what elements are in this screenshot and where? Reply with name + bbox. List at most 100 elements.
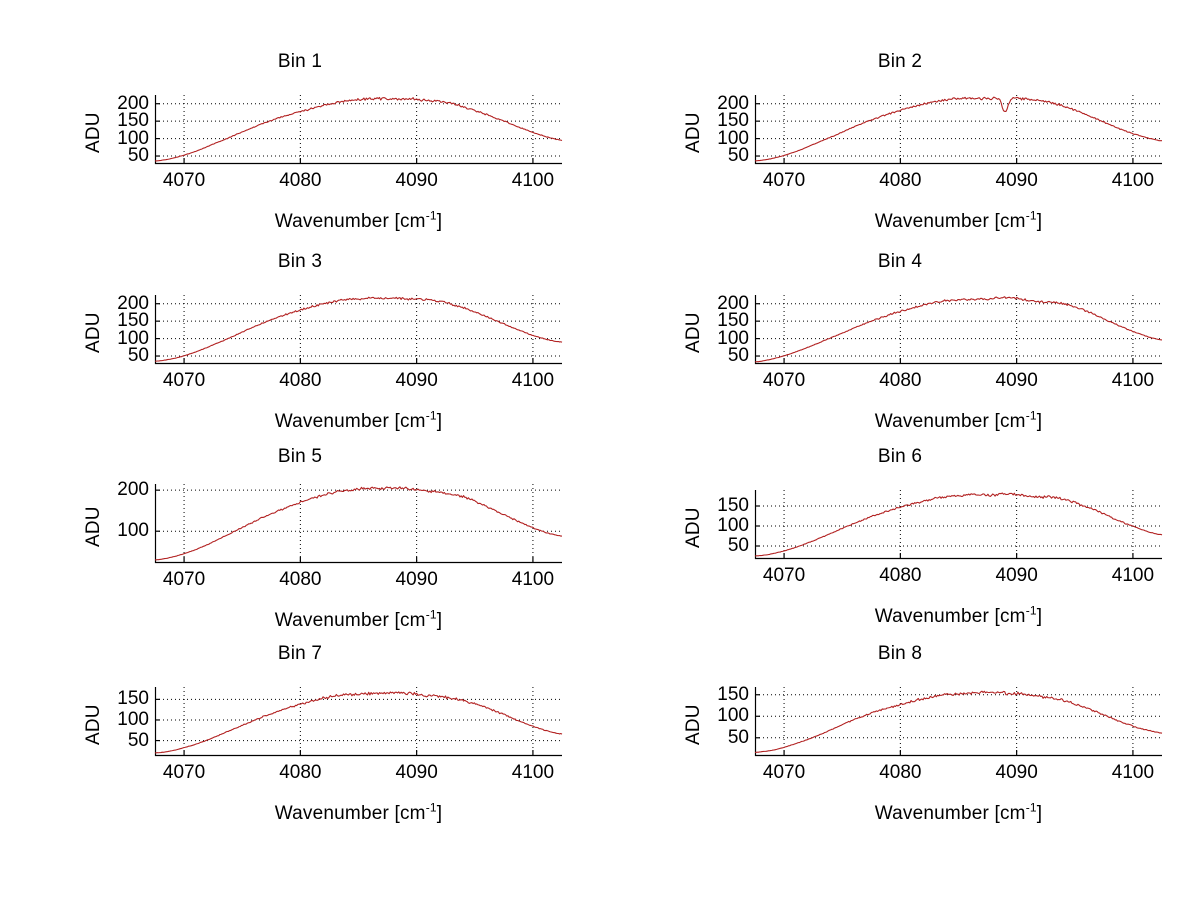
x-axis-label-exponent: -1 [1025,408,1037,423]
x-tick-label: 4070 [162,762,206,783]
subplot-panel: Bin 4 ADU Wavenumber [cm-1] 50 100 150 200 4070… [600,245,1200,441]
subplot-panel: Bin 1 ADU Wavenumber [cm-1] 50 100 150 200 4070… [0,45,600,241]
x-axis-label: Wavenumber [cm-1] [659,802,1200,825]
axis-spines [154,484,562,564]
x-tick-label: 4090 [995,565,1038,586]
x-tick-label: 4070 [762,565,806,586]
x-tick-label: 4070 [762,370,806,391]
x-axis-label-text: Wavenumber [cm [874,606,1026,627]
spectrum-trace [754,96,1162,162]
y-tick-label: 200 [717,92,749,114]
y-tick-label: 150 [717,110,749,132]
y-tick-label: 150 [117,310,149,332]
y-tick-label: 200 [117,92,149,114]
x-tick-label: 4070 [762,762,806,783]
x-tick-label: 4070 [162,170,206,191]
y-tick-label: 100 [717,705,749,727]
plot-area [754,95,1162,165]
x-axis-label-bracket: ] [1036,606,1043,627]
subplot-title: Bin 4 [877,251,923,272]
y-tick-label: 100 [117,127,149,149]
subplot-panel: Bin 3 ADU Wavenumber [cm-1] 50 100 150 200 4070… [0,245,600,441]
subplot-title: Bin 6 [877,446,923,467]
spectrum-trace [754,690,1163,754]
subplot-title: Bin 7 [277,643,323,664]
x-tick-label: 4090 [395,762,438,783]
x-tick-label: 4080 [279,569,322,590]
plot-area [754,490,1163,560]
plot-area [754,687,1163,757]
x-axis-label: Wavenumber [cm-1] [59,800,659,825]
x-axis-label-text: Wavenumber [cm [274,803,426,824]
x-tick-label: 4100 [511,762,555,783]
spectrum-trace [754,296,1163,363]
y-tick-label: 50 [727,726,749,748]
x-tick-label: 4090 [395,569,438,590]
x-axis-label: Wavenumber [cm-1] [659,208,1200,233]
spectrum-trace [154,691,563,754]
x-axis-label-text: Wavenumber [cm [874,211,1026,232]
y-tick-label: 100 [717,515,749,536]
x-axis-label-bracket: ] [1036,803,1043,824]
subplot-title: Bin 2 [877,51,923,72]
x-tick-label: 4070 [762,170,806,191]
x-tick-label: 4070 [162,569,206,590]
y-tick-label: 50 [127,729,149,751]
axis-spines [154,95,562,165]
x-tick-label: 4070 [162,370,206,391]
x-axis-label-bracket: ] [1036,411,1043,432]
y-tick-label: 100 [717,127,749,149]
x-axis-label-exponent: -1 [425,408,437,423]
x-tick-label: 4090 [395,170,438,191]
x-tick-label: 4100 [1111,170,1155,191]
x-axis-label-bracket: ] [436,411,443,432]
x-tick-label: 4100 [511,370,555,391]
x-axis-label: Wavenumber [cm-1] [59,208,659,233]
plot-area [754,295,1163,365]
y-tick-label: 150 [117,110,149,132]
x-tick-label: 4080 [279,762,322,783]
spectrum-trace [154,96,563,162]
subplot-panel: Bin 5 ADU Wavenumber [cm-1] 100 200 4070 4080 4… [0,440,600,636]
axis-spines [754,95,1162,165]
axis-spines [754,295,1162,365]
y-tick-label: 100 [117,520,149,542]
spectrum-trace [154,486,563,561]
x-tick-label: 4080 [879,370,922,391]
y-tick-label: 50 [727,345,749,367]
x-tick-label: 4080 [879,170,922,191]
x-axis-label-exponent: -1 [425,607,437,622]
x-axis-label-bracket: ] [436,803,443,824]
plot-area [154,484,563,564]
y-tick-label: 200 [717,292,749,314]
y-tick-label: 150 [717,310,749,332]
x-tick-label: 4090 [395,370,438,391]
x-tick-label: 4100 [1111,762,1155,783]
y-tick-label: 200 [117,292,149,314]
x-axis-label-bracket: ] [436,211,443,232]
y-tick-label: 100 [117,327,149,349]
y-tick-label: 100 [717,327,749,349]
x-axis-label-exponent: -1 [425,800,437,815]
plot-area [154,687,563,757]
x-axis-label-exponent: -1 [1025,208,1037,223]
x-tick-label: 4080 [279,370,322,391]
x-axis-label-text: Wavenumber [cm [274,610,426,631]
axis-spines [754,687,1162,757]
y-tick-label: 150 [717,495,749,516]
x-axis-label: Wavenumber [cm-1] [59,607,659,632]
y-tick-label: 150 [117,688,149,710]
y-tick-label: 150 [717,683,749,705]
x-tick-label: 4100 [1111,370,1155,391]
x-tick-label: 4080 [279,170,322,191]
y-tick-label: 200 [117,479,149,501]
spectrum-trace [154,296,563,362]
x-axis-label-text: Wavenumber [cm [274,411,426,432]
x-axis-label-bracket: ] [1036,211,1043,232]
x-axis-label-exponent: -1 [425,208,437,223]
x-axis-label-text: Wavenumber [cm [874,411,1026,432]
subplot-title: Bin 3 [277,251,323,272]
subplot-panel: Bin 6 ADU Wavenumber [cm-1] 50 100 150 4070 408… [600,440,1200,636]
y-tick-label: 50 [127,145,149,167]
subplot-title: Bin 8 [877,643,923,664]
